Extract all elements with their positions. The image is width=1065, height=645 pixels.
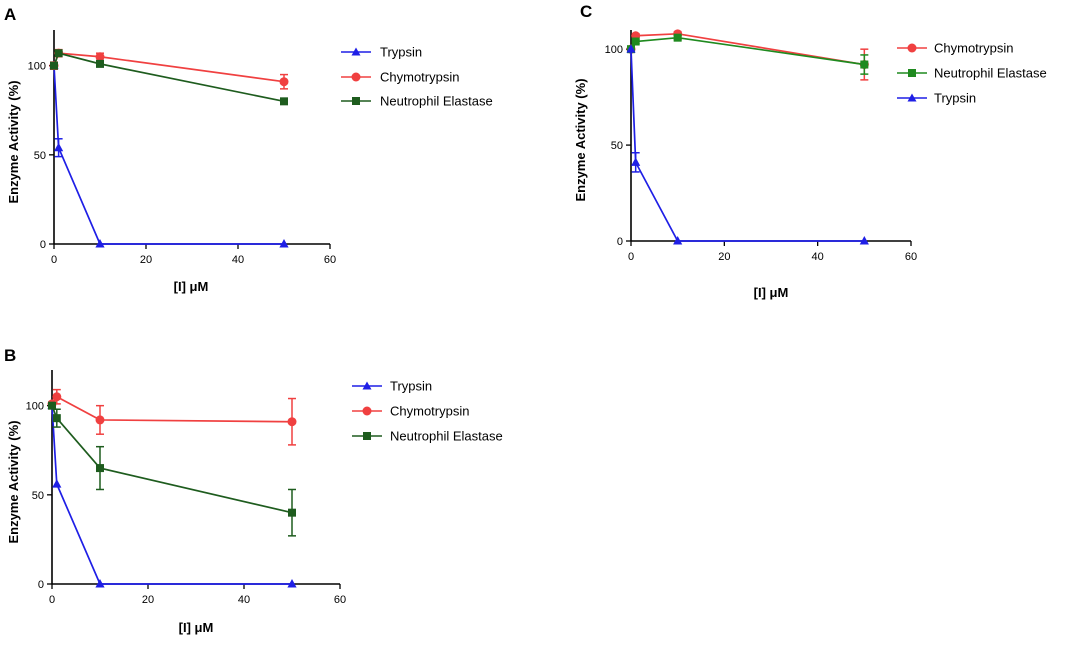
panel-a-x-tick-label: 60 [324,254,336,266]
panel-c-x-tick-label: 60 [905,251,917,263]
panel-a-chymotrypsin-point [95,52,105,62]
panel-a-legend-elastase-label: Neutrophil Elastase [380,94,493,109]
panel-a-x-tick-label: 20 [140,254,152,266]
panel-c-neutrophil-elastase-point [631,37,640,46]
panel-a-neutrophil-elastase-point [96,59,104,68]
panel-b-y-tick-label: 0 [38,579,44,591]
panel-a-neutrophil-elastase-point [54,49,63,58]
panel-b-chymotrypsin-point [95,415,105,425]
panel-c-y-tick-label: 50 [611,140,623,152]
panel-c-neutrophil-elastase-point [673,33,682,42]
panel-a-x-tick-label: 0 [51,254,57,266]
panel-b-legend-elastase-marker [363,432,371,440]
panel-a-neutrophil-elastase-line [53,52,285,103]
panel-a-legend-trypsin-label: Trypsin [380,45,422,60]
panel-c-legend-elastase-label: Neutrophil Elastase [934,66,1047,81]
panel-a-chymotrypsin-series [49,48,289,90]
panel-c-letter: C [580,2,592,21]
panel-a-neutrophil-elastase-series [50,49,288,106]
panel-b-x-tick-label: 40 [238,594,250,606]
panel-c-neutrophil-elastase-line [630,36,865,66]
panel-c-x-tick-label: 0 [628,251,634,263]
panel-b-legend: Trypsin Chymotrypsin Neutrophil Elastase [352,379,503,444]
panel-a-y-tick-label: 100 [28,61,46,73]
panel-b-neutrophil-elastase-point [288,508,296,517]
panel-a-x-axis-title: [I] μM [174,279,209,294]
panel-c-neutrophil-elastase-series [627,33,869,75]
panel-b-chymotrypsin-point [287,417,297,427]
panel-a-legend-chymotrypsin-marker [351,72,361,82]
panel-c-trypsin-point [859,236,869,245]
panel-b-x-tick-label: 0 [49,594,55,606]
panel-a-trypsin-point [54,142,64,152]
panel-b-chymotrypsin-point [52,392,62,402]
panel-a-legend-elastase-marker [352,97,360,105]
panel-c-neutrophil-elastase-point [860,60,869,69]
panel-b-neutrophil-elastase-series [48,401,296,537]
panel-b-chymotrypsin-series [47,388,297,446]
panel-a-legend-trypsin-marker [351,47,361,56]
panel-b-trypsin-point [95,579,105,588]
panel-c-x-tick-label: 40 [812,251,824,263]
panel-c-trypsin-point [631,157,641,166]
panel-a-neutrophil-elastase-point [50,61,58,70]
panel-b-neutrophil-elastase-line [51,405,293,514]
panel-c-legend-trypsin-label: Trypsin [934,91,976,106]
panel-b-y-axis-title: Enzyme Activity (%) [6,420,21,543]
panel-a-trypsin-point [95,239,105,248]
panel-c-trypsin-point [626,44,636,53]
panel-b-x-tick-label: 60 [334,594,346,606]
panel-c-trypsin-line [630,49,865,242]
panel-c-legend: Chymotrypsin Neutrophil Elastase Trypsin [897,41,1047,106]
panel-b-trypsin-series [47,400,297,588]
panel-c-trypsin-series [626,44,869,245]
panel-c-y-tick-label: 100 [605,44,623,56]
panel-c-trypsin-point [673,236,683,245]
panel-b-x-axis-title: [I] μM [179,620,214,635]
panel-a: A Trypsin Chymotrypsin Neutrophil Elasta… [4,5,493,294]
panel-b: B Trypsin Chymotrypsin Neutrophil Elasta… [4,346,503,635]
panel-b-legend-trypsin-label: Trypsin [390,379,432,394]
panel-b-neutrophil-elastase-point [48,401,56,410]
panel-b-trypsin-point [287,579,297,588]
panel-a-trypsin-line [53,65,284,245]
panel-c-legend-elastase-marker [908,69,916,77]
panel-a-legend: Trypsin Chymotrypsin Neutrophil Elastase [341,45,493,109]
panel-c: C Chymotrypsin Neutrophil Elastase Tryps… [573,2,1047,300]
panel-a-neutrophil-elastase-point [280,97,288,106]
panel-a-x-tick-label: 40 [232,254,244,266]
panel-a-trypsin-point [279,239,289,248]
panel-b-trypsin-line [51,405,292,585]
panel-c-axes: 0 20 40 60 0 50 100 [605,30,917,263]
panel-b-letter: B [4,346,16,365]
panel-b-y-tick-label: 50 [32,490,44,502]
panel-a-legend-chymotrypsin-label: Chymotrypsin [380,70,459,85]
panel-b-x-tick-label: 20 [142,594,154,606]
panel-a-y-axis-title: Enzyme Activity (%) [6,80,21,203]
panel-a-y-tick-label: 0 [40,239,46,251]
panel-c-x-tick-label: 20 [718,251,730,263]
panel-c-x-axis-title: [I] μM [754,285,789,300]
panel-a-axes: 0 20 40 60 0 50 100 [28,30,336,266]
panel-a-letter: A [4,5,16,24]
panel-b-legend-elastase-label: Neutrophil Elastase [390,429,503,444]
panel-b-y-tick-label: 100 [26,401,44,413]
panel-a-chymotrypsin-point [279,77,289,87]
panel-b-legend-chymotrypsin-marker [362,406,372,416]
panel-a-trypsin-series [49,60,289,248]
panel-c-legend-chymotrypsin-marker [907,43,917,53]
panel-b-trypsin-point [52,479,62,488]
panel-b-neutrophil-elastase-point [52,414,61,423]
panel-a-y-tick-label: 50 [34,150,46,162]
panel-c-legend-chymotrypsin-label: Chymotrypsin [934,41,1013,56]
panel-b-legend-trypsin-marker [362,381,372,390]
panel-c-y-tick-label: 0 [617,236,623,248]
panel-c-y-axis-title: Enzyme Activity (%) [573,78,588,201]
panel-b-neutrophil-elastase-point [96,464,104,473]
panel-b-chymotrypsin-line [51,395,293,423]
panel-c-legend-trypsin-marker [907,93,917,102]
panel-c-chymotrypsin-series [626,29,869,81]
panel-b-legend-chymotrypsin-label: Chymotrypsin [390,404,469,419]
